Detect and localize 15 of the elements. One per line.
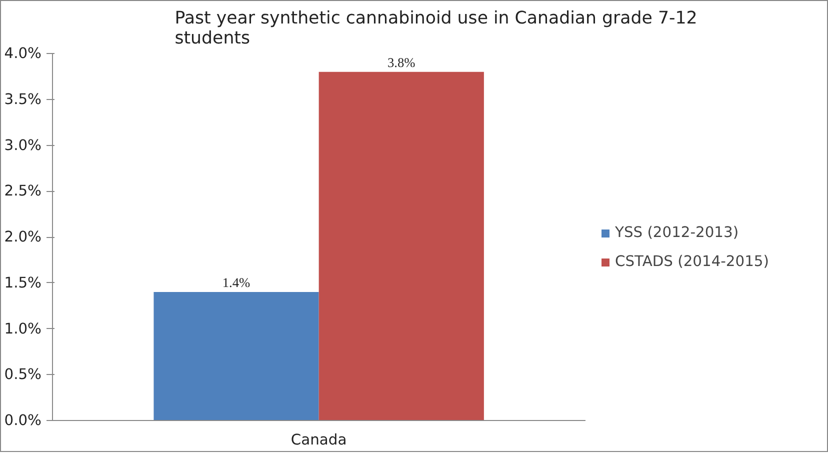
y-tick-label: 2.0% xyxy=(4,228,42,246)
y-tick-label: 3.5% xyxy=(4,90,42,108)
y-tick-label: 3.0% xyxy=(4,136,42,154)
legend-label: YSS (2012-2013) xyxy=(615,224,739,241)
x-tick-label: Canada xyxy=(290,432,347,448)
y-tick-label: 1.5% xyxy=(4,274,42,292)
y-tick-label: 2.5% xyxy=(4,182,42,200)
data-label: 1.4% xyxy=(222,275,250,290)
y-tick-label: 0.0% xyxy=(4,412,42,429)
data-label: 3.8% xyxy=(387,54,416,70)
chart-title: Past year synthetic cannabinoid use in Canadian grade 7-12 students xyxy=(174,8,698,48)
y-tick-label: 1.0% xyxy=(4,320,42,338)
legend-label: CSTADS (2014-2015) xyxy=(615,253,769,270)
y-tick-label: 4.0% xyxy=(4,45,42,62)
y-tick-label: 0.5% xyxy=(4,366,42,384)
